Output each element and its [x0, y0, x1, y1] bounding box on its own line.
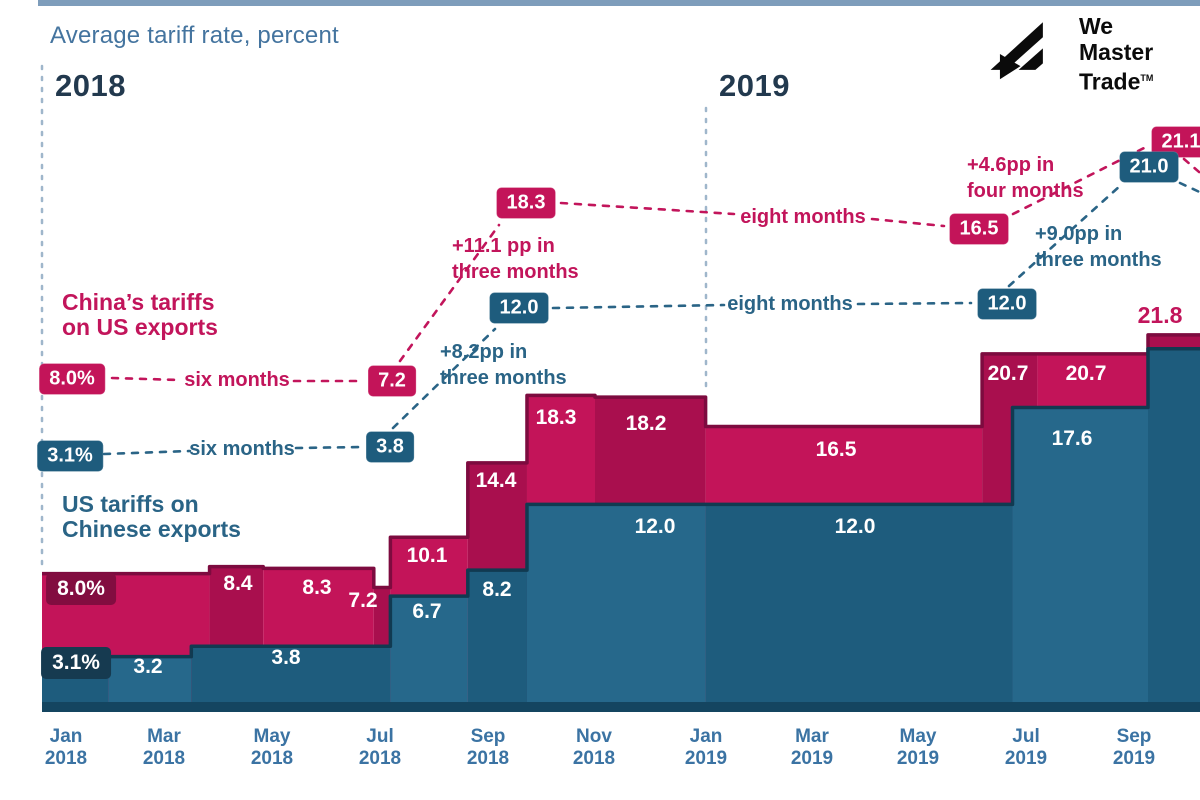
year-label-2018: 2018	[55, 68, 126, 103]
logo-word-we: We	[1079, 13, 1114, 40]
year-label-2019: 2019	[719, 68, 790, 103]
callout-dashed-line	[398, 223, 501, 363]
logo-word-master: Master	[1079, 39, 1154, 66]
callout-dashed-line	[559, 201, 736, 216]
us-area-segment	[526, 504, 706, 712]
us-area-segment	[191, 646, 391, 712]
logo-tm: TM	[1140, 73, 1154, 84]
chart-title: Average tariff rate, percent	[50, 22, 339, 49]
logo-wordmark: We Master TradeTM	[1079, 13, 1153, 95]
callout-dashed-line	[294, 445, 364, 450]
callout-dashed-line	[1178, 181, 1200, 194]
legend-us-line1: US tariffs on	[62, 491, 199, 517]
us-area-segment	[705, 504, 1013, 712]
legend-us-series: US tariffs on Chinese exports	[62, 492, 241, 542]
us-area-segment	[1148, 348, 1200, 712]
logo-word-trade: TradeTM	[1079, 68, 1154, 95]
callout-dashed-line	[1011, 145, 1148, 216]
us-area-segment	[390, 596, 468, 712]
baseline-strip	[42, 702, 1200, 712]
callout-dashed-line	[870, 217, 946, 228]
us-area-outline	[42, 346, 1200, 661]
callout-dashed-line	[102, 449, 192, 456]
top-accent-bar	[38, 0, 1200, 6]
callout-dashed-line	[391, 327, 497, 430]
legend-china-series: China’s tariffs on US exports	[62, 290, 218, 340]
us-area-segment	[467, 570, 527, 712]
legend-china-line1: China’s tariffs	[62, 289, 215, 315]
legend-china-line2: on US exports	[62, 314, 218, 340]
callout-dashed-line	[1182, 157, 1200, 175]
brand-logo: We Master TradeTM	[985, 12, 1153, 96]
logo-mark-icon	[990, 22, 1043, 80]
callout-dashed-line	[1007, 183, 1123, 288]
legend-us-line2: Chinese exports	[62, 516, 241, 542]
us-area-segment	[1012, 407, 1148, 712]
callout-dashed-line	[856, 301, 973, 306]
china-area-outline	[42, 333, 1200, 590]
callout-dashed-line	[551, 303, 726, 310]
callout-dashed-line	[110, 376, 182, 382]
